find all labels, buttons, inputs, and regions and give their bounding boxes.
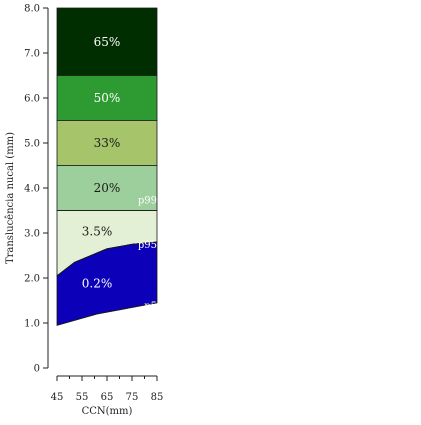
curve-p95 — [56, 241, 158, 277]
curve-labels: p99 p95 p5 — [138, 196, 157, 312]
band-label-65-pct: 65% — [94, 35, 121, 49]
x-tick-label: 55 — [76, 392, 89, 403]
x-tick-label: 75 — [126, 392, 139, 403]
y-tick-label: 0 — [34, 364, 40, 375]
y-tick-label: 8.0 — [24, 4, 40, 15]
y-tick-label: 2.0 — [24, 274, 40, 285]
x-tick-label: 45 — [51, 392, 64, 403]
percentile-curves — [56, 210, 158, 326]
x-axis-title: CCN(mm) — [82, 406, 133, 417]
band-label-0-2-pct: 0.2% — [82, 276, 113, 290]
band-label-3-5-pct: 3.5% — [82, 225, 113, 239]
curve-label-p99: p99 — [138, 196, 157, 207]
axes: 0 1.0 2.0 3.0 4.0 5.0 6.0 7.0 8.0 45 55 65 75 85 — [24, 4, 163, 404]
y-tick-label: 6.0 — [24, 94, 40, 105]
band-labels: 65% 50% 33% 20% 3.5% 0.2% — [82, 35, 121, 291]
curve-label-p5: p5 — [144, 301, 157, 312]
y-tick-label: 3.0 — [24, 229, 40, 240]
band-label-33-pct: 33% — [94, 136, 121, 150]
y-tick-label: 5.0 — [24, 139, 40, 150]
y-axis-title: Translucência nucal (mm) — [5, 132, 16, 264]
curve-label-p95: p95 — [138, 240, 157, 251]
y-tick-label: 4.0 — [24, 184, 40, 195]
y-tick-label: 1.0 — [24, 319, 40, 330]
x-tick-label: 65 — [101, 392, 114, 403]
x-tick-label: 85 — [151, 392, 164, 403]
band-label-20-pct: 20% — [94, 181, 121, 195]
band-label-50-pct: 50% — [94, 91, 121, 105]
y-tick-label: 7.0 — [24, 49, 40, 60]
curve-p5 — [56, 302, 158, 326]
